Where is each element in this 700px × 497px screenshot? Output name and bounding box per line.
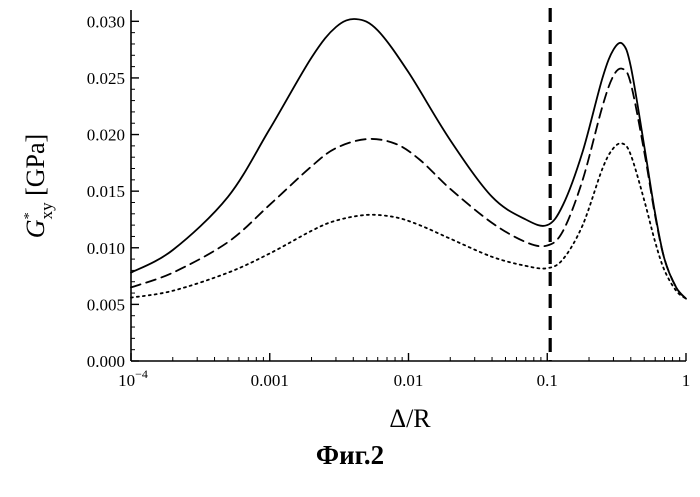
x-axis-label: Δ/R	[389, 404, 431, 433]
x-tick-label: 0.001	[251, 371, 289, 390]
y-tick-label: 0.000	[87, 352, 125, 371]
x-tick-label-exponent: −4	[135, 367, 148, 381]
y-tick-label: 0.010	[87, 239, 125, 258]
y-axis-label-sup: *	[22, 212, 37, 219]
y-axis-label-main: G	[21, 219, 50, 238]
y-tick-label: 0.005	[87, 295, 125, 314]
y-tick-label: 0.015	[87, 182, 125, 201]
series-layer	[131, 19, 686, 299]
series-line-dotted	[131, 143, 686, 298]
y-tick-label: 0.020	[87, 126, 125, 145]
y-tick-label: 0.030	[87, 12, 125, 31]
figure-caption: Фиг.2	[0, 440, 700, 471]
y-tick-label: 0.025	[87, 69, 125, 88]
ticks-layer: 0.000 0.005 0.010 0.015 0.020 0.025 0.030 10−4 0…	[87, 12, 691, 390]
series-line-solid	[131, 19, 686, 299]
plot-frame	[131, 10, 686, 361]
y-axis-label: G*xy [GPa]	[21, 134, 56, 238]
x-tick-label: 0.01	[394, 371, 424, 390]
x-tick-label: 10−4	[118, 367, 148, 390]
series-line-dashed	[131, 69, 686, 299]
y-axis-label-unit: [GPa]	[21, 134, 50, 203]
y-axis-label-sub: xy	[37, 202, 56, 220]
x-tick-label: 0.1	[537, 371, 558, 390]
x-tick-label: 1	[682, 371, 691, 390]
